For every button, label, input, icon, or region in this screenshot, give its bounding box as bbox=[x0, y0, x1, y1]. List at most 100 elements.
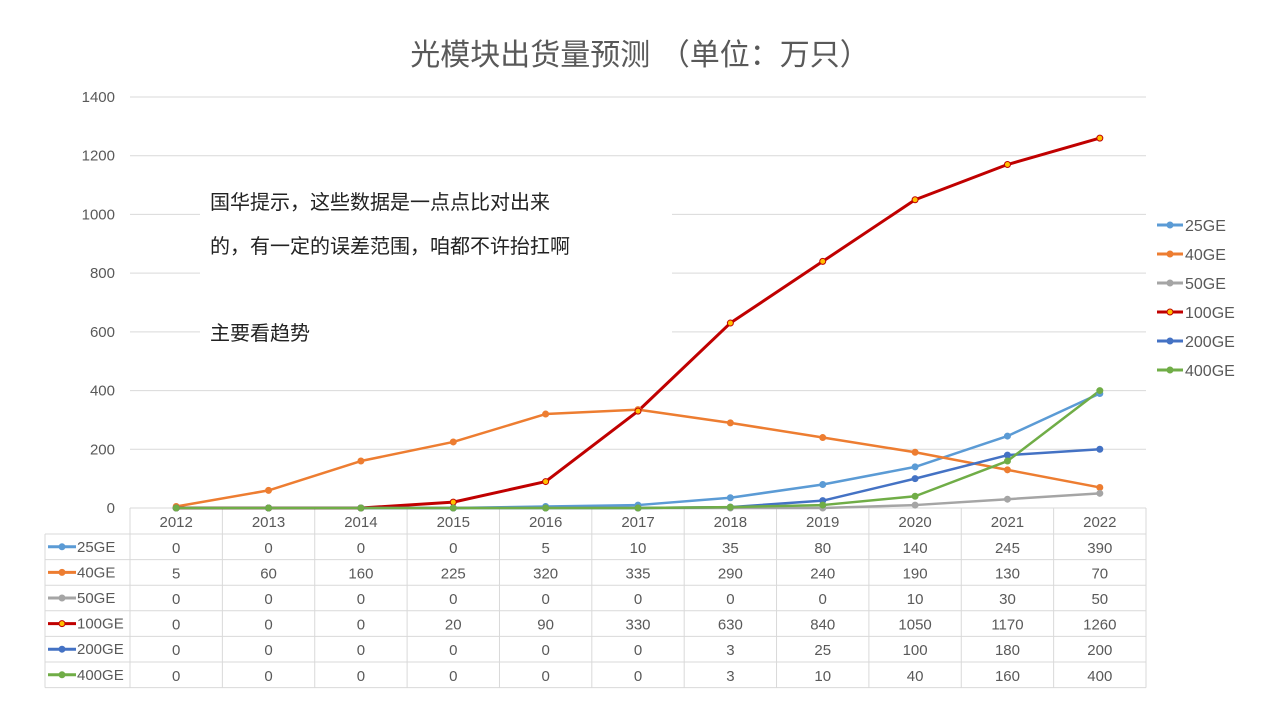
table-cell: 0 bbox=[726, 591, 734, 608]
table-cell: 0 bbox=[541, 591, 549, 608]
x-tick-label: 2022 bbox=[1083, 514, 1116, 531]
table-series-label: 200GE bbox=[77, 641, 124, 658]
data-point-40GE bbox=[1096, 483, 1104, 491]
legend-label: 400GE bbox=[1185, 363, 1235, 380]
table-cell: 0 bbox=[357, 668, 365, 685]
data-point-100GE bbox=[634, 407, 642, 415]
x-tick-label: 2012 bbox=[159, 514, 192, 531]
table-cell: 0 bbox=[172, 668, 180, 685]
table-cell: 1260 bbox=[1083, 617, 1116, 634]
x-tick-label: 2021 bbox=[991, 514, 1024, 531]
table-cell: 130 bbox=[995, 565, 1020, 582]
legend-marker bbox=[1166, 250, 1174, 258]
table-cell: 70 bbox=[1091, 565, 1108, 582]
data-point-40GE bbox=[357, 457, 365, 465]
annotation-line: 国华提示，这些数据是一点点比对出来 bbox=[210, 190, 550, 214]
data-point-400GE bbox=[265, 504, 273, 512]
table-cell: 0 bbox=[264, 668, 272, 685]
table-cell: 330 bbox=[625, 617, 650, 634]
table-cell: 5 bbox=[541, 540, 549, 557]
data-point-40GE bbox=[726, 419, 734, 427]
data-point-200GE bbox=[911, 475, 919, 483]
table-cell: 320 bbox=[533, 565, 558, 582]
table-series-label: 50GE bbox=[77, 590, 115, 607]
data-point-400GE bbox=[449, 504, 457, 512]
table-cell: 0 bbox=[634, 642, 642, 659]
table-cell: 180 bbox=[995, 642, 1020, 659]
data-point-100GE bbox=[911, 196, 919, 204]
legend-label: 40GE bbox=[1185, 247, 1226, 264]
data-point-400GE bbox=[1003, 457, 1011, 465]
table-legend-marker bbox=[58, 568, 66, 576]
data-point-100GE bbox=[542, 478, 550, 486]
table-cell: 200 bbox=[1087, 642, 1112, 659]
table-cell: 0 bbox=[357, 617, 365, 634]
table-cell: 245 bbox=[995, 540, 1020, 557]
data-point-40GE bbox=[911, 448, 919, 456]
table-cell: 3 bbox=[726, 668, 734, 685]
x-tick-label: 2015 bbox=[437, 514, 470, 531]
data-point-100GE bbox=[1003, 161, 1011, 169]
table-cell: 10 bbox=[907, 591, 924, 608]
legend-marker bbox=[1166, 308, 1174, 316]
data-point-400GE bbox=[1096, 387, 1104, 395]
x-tick-label: 2017 bbox=[621, 514, 654, 531]
table-cell: 25 bbox=[814, 642, 831, 659]
table-cell: 5 bbox=[172, 565, 180, 582]
data-point-400GE bbox=[911, 492, 919, 500]
table-cell: 0 bbox=[541, 642, 549, 659]
table-legend-marker bbox=[58, 543, 66, 551]
legend-label: 25GE bbox=[1185, 218, 1226, 235]
table-cell: 630 bbox=[718, 617, 743, 634]
legend-marker bbox=[1166, 279, 1174, 287]
data-point-400GE bbox=[172, 504, 180, 512]
data-point-50GE bbox=[1003, 495, 1011, 503]
legend-label: 50GE bbox=[1185, 276, 1226, 293]
table-series-label: 25GE bbox=[77, 539, 115, 556]
table-cell: 0 bbox=[449, 642, 457, 659]
data-point-40GE bbox=[542, 410, 550, 418]
table-cell: 0 bbox=[264, 591, 272, 608]
table-cell: 160 bbox=[348, 565, 373, 582]
table-series-label: 100GE bbox=[77, 616, 124, 633]
data-point-200GE bbox=[1003, 451, 1011, 459]
table-cell: 0 bbox=[357, 540, 365, 557]
data-point-200GE bbox=[1096, 445, 1104, 453]
y-tick-label: 800 bbox=[90, 265, 115, 282]
data-point-25GE bbox=[911, 463, 919, 471]
table-cell: 0 bbox=[541, 668, 549, 685]
data-point-400GE bbox=[542, 504, 550, 512]
annotation-line: 主要看趋势 bbox=[210, 321, 310, 345]
table-cell: 0 bbox=[357, 591, 365, 608]
table-cell: 0 bbox=[634, 668, 642, 685]
table-cell: 1050 bbox=[898, 617, 931, 634]
table-cell: 0 bbox=[634, 591, 642, 608]
table-cell: 0 bbox=[172, 540, 180, 557]
y-tick-label: 1000 bbox=[82, 206, 115, 223]
y-tick-label: 600 bbox=[90, 324, 115, 341]
table-cell: 35 bbox=[722, 540, 739, 557]
table-legend-marker bbox=[58, 620, 66, 628]
table-cell: 80 bbox=[814, 540, 831, 557]
data-point-50GE bbox=[1096, 489, 1104, 497]
y-tick-label: 200 bbox=[90, 441, 115, 458]
table-cell: 0 bbox=[449, 591, 457, 608]
table-cell: 240 bbox=[810, 565, 835, 582]
data-point-50GE bbox=[911, 501, 919, 509]
x-tick-label: 2014 bbox=[344, 514, 377, 531]
legend-marker bbox=[1166, 221, 1174, 229]
data-point-100GE bbox=[1096, 134, 1104, 142]
table-cell: 335 bbox=[625, 565, 650, 582]
data-point-400GE bbox=[357, 504, 365, 512]
table-cell: 90 bbox=[537, 617, 554, 634]
legend-label: 200GE bbox=[1185, 334, 1235, 351]
data-point-100GE bbox=[726, 319, 734, 327]
y-tick-label: 1400 bbox=[82, 89, 115, 106]
table-cell: 0 bbox=[357, 642, 365, 659]
legend-label: 100GE bbox=[1185, 305, 1235, 322]
data-point-40GE bbox=[265, 486, 273, 494]
table-cell: 0 bbox=[172, 591, 180, 608]
data-point-25GE bbox=[819, 481, 827, 489]
x-tick-label: 2020 bbox=[898, 514, 931, 531]
